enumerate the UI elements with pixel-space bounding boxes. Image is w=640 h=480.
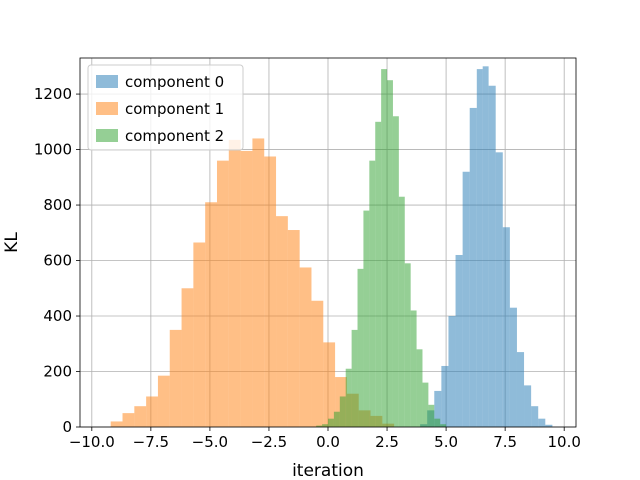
histogram-bar bbox=[387, 80, 393, 427]
histogram-bar bbox=[351, 329, 358, 427]
histogram-bar bbox=[375, 121, 382, 428]
y-tick-label: 600 bbox=[43, 252, 72, 270]
histogram-bar bbox=[228, 139, 241, 427]
histogram-bar bbox=[122, 413, 135, 427]
x-tick-label: 10.0 bbox=[547, 433, 580, 451]
histogram-bar bbox=[357, 268, 364, 427]
x-axis-ticks: −10.0 −7.5 −5.0 −2.5 0.0 2.5 5.0 7.5 10.0 bbox=[69, 427, 581, 451]
histogram-bar bbox=[516, 352, 525, 427]
y-tick-label: 1000 bbox=[34, 141, 72, 159]
histogram-bar bbox=[434, 418, 441, 427]
histogram-bar bbox=[110, 421, 123, 427]
histogram-bar bbox=[509, 307, 517, 427]
histogram-bar bbox=[276, 216, 288, 427]
x-tick-label: 0.0 bbox=[316, 433, 340, 451]
histogram-bar bbox=[193, 242, 206, 427]
histogram-bar bbox=[524, 385, 532, 427]
legend-label: component 1 bbox=[125, 100, 224, 118]
x-axis-label: iteration bbox=[292, 461, 364, 480]
y-axis-label: KL bbox=[2, 232, 22, 253]
histogram-bar bbox=[476, 69, 483, 427]
x-tick-label: −2.5 bbox=[251, 433, 287, 451]
histogram-bar bbox=[240, 150, 253, 427]
y-tick-label: 400 bbox=[43, 307, 72, 325]
histogram-bar bbox=[339, 396, 346, 427]
y-tick-label: 0 bbox=[62, 418, 72, 436]
histogram-bar bbox=[448, 316, 456, 427]
histogram-bar bbox=[440, 424, 447, 427]
histogram-bar bbox=[363, 210, 370, 427]
histogram-bar bbox=[323, 342, 336, 427]
histogram-bar bbox=[422, 382, 429, 427]
y-axis-ticks: 0 200 400 600 800 1000 1200 bbox=[34, 85, 80, 436]
histogram-bar bbox=[157, 375, 170, 427]
histogram-bar bbox=[545, 424, 553, 427]
x-tick-label: −5.0 bbox=[192, 433, 228, 451]
legend-swatch bbox=[96, 75, 118, 88]
histogram-bar bbox=[216, 160, 229, 428]
histogram-bar bbox=[416, 349, 423, 427]
x-tick-label: 2.5 bbox=[375, 433, 399, 451]
series-0-bars bbox=[420, 66, 553, 428]
x-tick-label: 5.0 bbox=[434, 433, 458, 451]
histogram-bar bbox=[333, 411, 340, 427]
y-tick-label: 800 bbox=[43, 196, 72, 214]
histogram-bar bbox=[404, 263, 411, 427]
histogram-bar bbox=[410, 310, 417, 427]
histogram-bar bbox=[469, 107, 477, 427]
histogram-bar bbox=[398, 196, 405, 427]
histogram-bar bbox=[455, 254, 463, 427]
legend-box bbox=[87, 64, 244, 151]
histogram-bar bbox=[434, 390, 442, 427]
histogram-bar bbox=[369, 160, 376, 428]
legend: component 0 component 1 component 2 bbox=[87, 64, 244, 151]
legend-label: component 2 bbox=[125, 127, 224, 145]
legend-swatch bbox=[96, 102, 118, 115]
histogram-bar bbox=[146, 396, 158, 427]
histogram-bar bbox=[299, 267, 312, 427]
histogram-bar bbox=[488, 85, 496, 428]
histogram-bar bbox=[181, 288, 194, 427]
histogram-bar bbox=[381, 69, 388, 427]
histogram-bar bbox=[462, 171, 470, 427]
histogram-bar bbox=[328, 418, 334, 427]
bars bbox=[110, 66, 553, 428]
series-2-bars bbox=[316, 69, 447, 428]
histogram-bar bbox=[502, 227, 510, 427]
histogram-bar bbox=[345, 368, 352, 427]
histogram-bar bbox=[482, 66, 489, 428]
histogram-bar bbox=[392, 116, 399, 428]
histogram-bar bbox=[311, 300, 324, 427]
legend-label: component 0 bbox=[125, 73, 224, 91]
histogram-bar bbox=[205, 202, 217, 427]
histogram-bar bbox=[287, 230, 300, 427]
histogram-bar bbox=[316, 425, 323, 427]
histogram-bar bbox=[134, 406, 147, 427]
legend-swatch bbox=[96, 129, 118, 142]
histogram-bar bbox=[322, 424, 328, 427]
histogram-bar bbox=[252, 138, 265, 427]
histogram-bar bbox=[495, 152, 503, 428]
histogram-bar bbox=[428, 404, 435, 427]
histogram-bar bbox=[531, 406, 539, 427]
histogram-bar bbox=[264, 156, 277, 427]
y-tick-label: 200 bbox=[43, 363, 72, 381]
x-tick-label: −7.5 bbox=[133, 433, 169, 451]
y-tick-label: 1200 bbox=[34, 85, 72, 103]
histogram-bar bbox=[441, 365, 449, 427]
series-1-bars bbox=[110, 138, 395, 428]
x-tick-label: −10.0 bbox=[69, 433, 115, 451]
histogram-bar bbox=[538, 418, 546, 427]
histogram-bar bbox=[169, 329, 182, 427]
x-tick-label: 7.5 bbox=[493, 433, 517, 451]
